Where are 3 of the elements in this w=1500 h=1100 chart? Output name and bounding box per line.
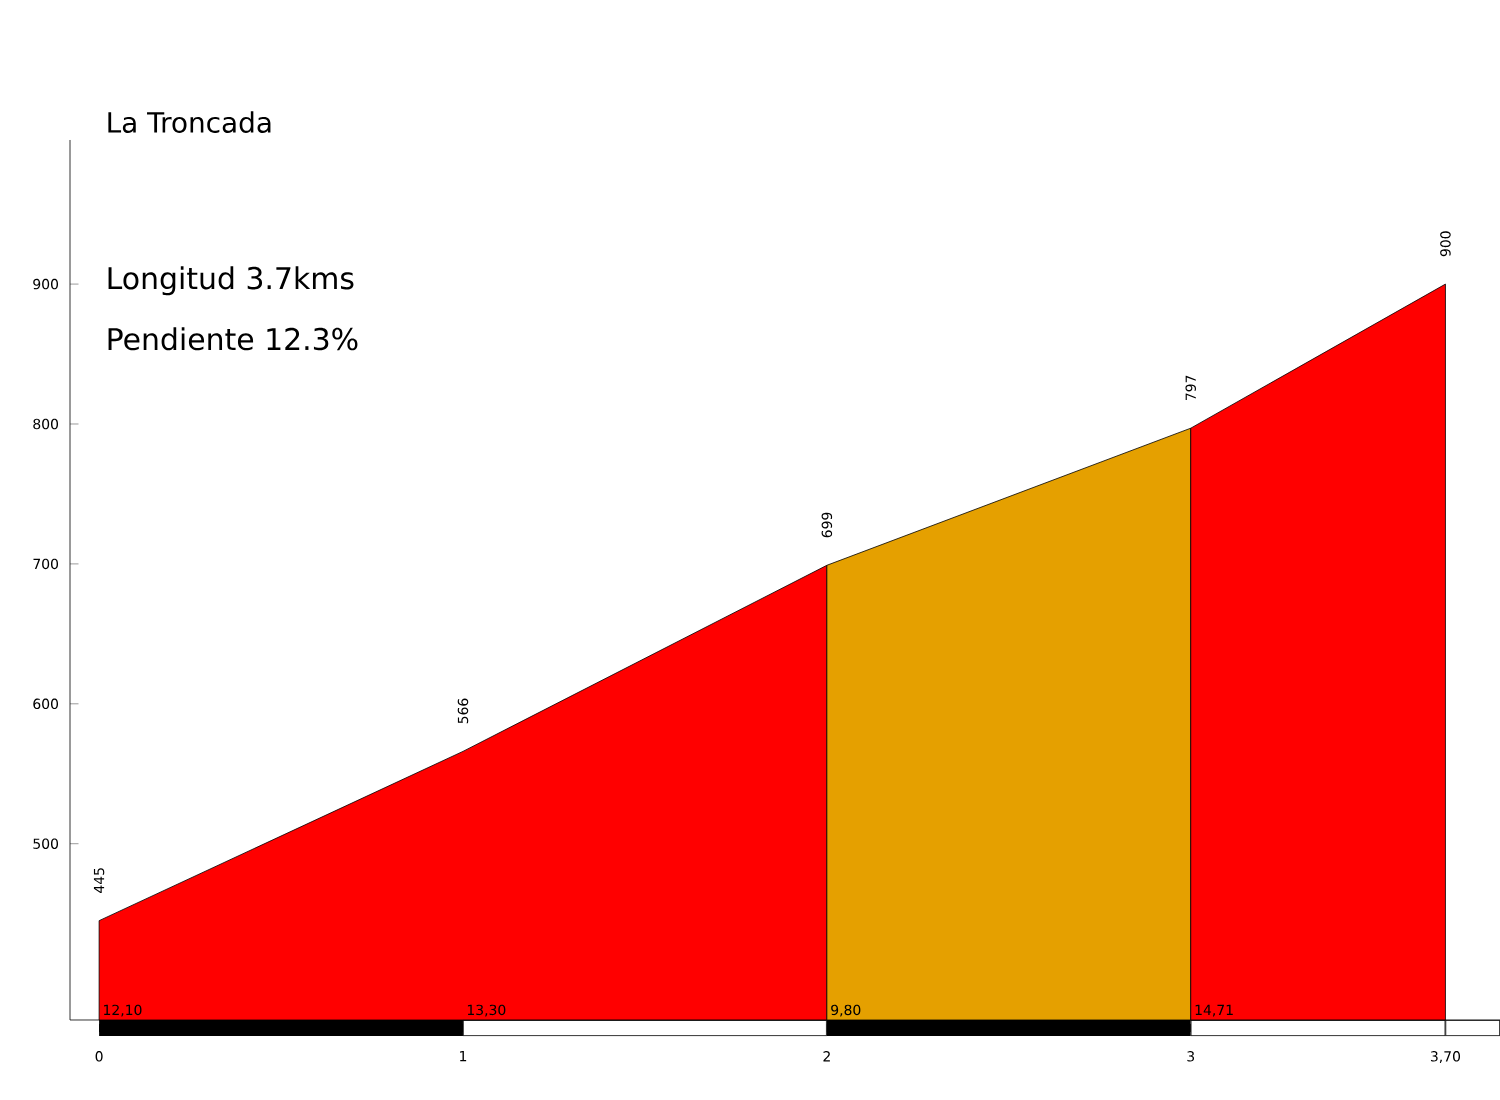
- annotation: Longitud 3.7kms: [108, 266, 354, 296]
- annotation: Pendiente 12.3%: [108, 327, 358, 351]
- chart-title: La Troncada: [108, 111, 271, 133]
